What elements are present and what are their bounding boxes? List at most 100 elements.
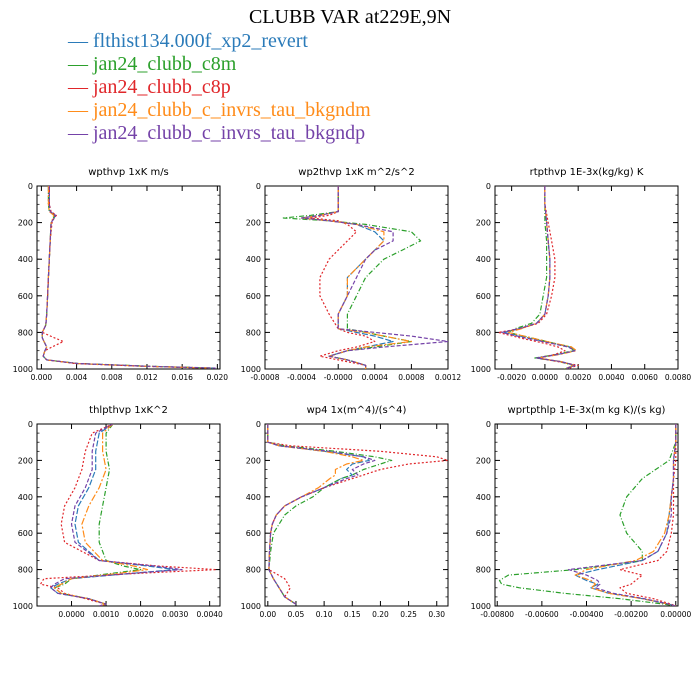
series-line — [498, 424, 677, 606]
series-line — [267, 424, 393, 605]
series-group — [39, 424, 218, 606]
series-line — [310, 186, 376, 369]
x-tick-label: 0.0060 — [632, 373, 658, 382]
x-tick-label: 0.25 — [400, 610, 417, 619]
legend-swatch: — — [68, 99, 93, 121]
legend-label: flthist134.000f_xp2_revert — [93, 30, 308, 52]
series-line — [41, 186, 209, 369]
x-tick-label: -0.00800 — [480, 610, 514, 619]
legend-swatch: — — [68, 53, 93, 75]
series-line — [41, 186, 216, 369]
series-line — [497, 186, 579, 369]
x-tick-label: 0.016 — [171, 373, 193, 382]
series-line — [267, 424, 448, 605]
x-tick-label: 0.10 — [316, 610, 333, 619]
y-tick-label: 400 — [476, 493, 491, 502]
y-tick-label: 800 — [476, 566, 491, 575]
y-tick-label: 200 — [18, 456, 33, 465]
series-line — [41, 186, 214, 369]
y-tick-label: 1000 — [471, 602, 491, 611]
x-tick-label: 0.020 — [207, 373, 229, 382]
subplot: wp2thvp 1xK m^2/s^202004006008001000-0.0… — [241, 167, 462, 382]
x-tick-label: 0.0020 — [565, 373, 591, 382]
series-line — [301, 186, 448, 369]
series-line — [574, 424, 677, 606]
plot-frame — [494, 185, 679, 370]
subplot: rtpthvp 1E-3x(kg/kg) K 0 200 400 600 800 1000-… — [471, 167, 692, 382]
x-tick-label: -0.0020 — [497, 373, 526, 382]
y-tick-label: 800 — [18, 328, 33, 337]
x-tick-label: -0.00400 — [570, 610, 604, 619]
y-tick-label: 1000 — [471, 365, 491, 374]
y-tick-label: 800 — [18, 566, 33, 575]
y-tick-label: 1000 — [13, 365, 33, 374]
x-tick-label: 0.00 — [259, 610, 276, 619]
y-tick-label: 600 — [246, 292, 261, 301]
x-tick-label: 0.30 — [428, 610, 445, 619]
y-tick-label: 800 — [246, 328, 261, 337]
legend-item: — jan24_clubb_c8m — [68, 53, 371, 76]
x-tick-label: 0.0000 — [532, 373, 558, 382]
x-tick-label: -0.00600 — [525, 610, 559, 619]
y-tick-label: 200 — [18, 219, 33, 228]
x-tick-label: 0.000 — [31, 373, 53, 382]
subplot-title: wp2thvp 1xK m^2/s^2 — [298, 167, 414, 178]
x-tick-label: -0.0004 — [287, 373, 316, 382]
x-tick-label: 0.0008 — [398, 373, 424, 382]
y-tick-label: 400 — [476, 255, 491, 264]
x-tick-label: 0.0004 — [362, 373, 388, 382]
y-tick-label: 600 — [476, 529, 491, 538]
x-tick-label: 0.012 — [136, 373, 158, 382]
y-tick-label: 600 — [18, 292, 33, 301]
legend-label: jan24_clubb_c_invrs_tau_bkgndm — [93, 99, 371, 121]
y-tick-label: 200 — [246, 219, 261, 228]
legend: — flthist134.000f_xp2_revert — jan24_clu… — [68, 30, 371, 145]
y-tick-label: 400 — [18, 493, 33, 502]
series-group — [41, 186, 216, 369]
series-line — [501, 186, 576, 369]
series-line — [267, 424, 365, 605]
y-tick-label: 1000 — [241, 365, 261, 374]
x-tick-label: 0.0010 — [93, 610, 119, 619]
x-tick-label: -0.0008 — [251, 373, 280, 382]
subplot-title: wprtpthlp 1-E-3x(m kg K)/(s kg) — [508, 405, 666, 416]
x-tick-label: 0.008 — [101, 373, 123, 382]
series-line — [267, 424, 376, 605]
series-line — [574, 424, 677, 606]
series-line — [53, 424, 149, 606]
x-tick-label: 0.0080 — [665, 373, 691, 382]
series-line — [619, 424, 677, 606]
x-tick-label: -0.00200 — [614, 610, 648, 619]
x-tick-label: 0.15 — [344, 610, 361, 619]
subplot-title: wp4 1x(m^4)/(s^4) — [307, 405, 407, 416]
legend-item: — jan24_clubb_c_invrs_tau_bkgndp — [68, 122, 371, 145]
series-line — [301, 186, 394, 369]
series-group — [497, 186, 579, 369]
y-tick-label: 600 — [246, 529, 261, 538]
y-tick-label: 800 — [476, 328, 491, 337]
y-tick-label: 400 — [246, 255, 261, 264]
x-tick-label: 0.0000 — [58, 610, 84, 619]
x-tick-label: 0.05 — [288, 610, 305, 619]
y-tick-label: 1000 — [13, 602, 33, 611]
figure-title: CLUBB VAR at229E,9N — [248, 6, 452, 28]
y-tick-label: 600 — [476, 292, 491, 301]
series-line — [50, 424, 183, 606]
legend-item: — jan24_clubb_c_invrs_tau_bkgndm — [68, 99, 371, 122]
x-tick-label: 0.0040 — [197, 610, 223, 619]
x-tick-label: 0.0020 — [127, 610, 153, 619]
x-tick-label: 0.0030 — [162, 610, 188, 619]
subplot-title: thlpthvp 1xK^2 — [89, 405, 168, 416]
x-tick-label: 0.0040 — [598, 373, 624, 382]
legend-label: jan24_clubb_c8p — [93, 76, 231, 98]
subplot: wprtpthlp 1-E-3x(m kg K)/(s kg) 0 200 400 60… — [471, 405, 692, 619]
x-tick-label: 0.0012 — [435, 373, 461, 382]
subplot-title: wpthvp 1xK m/s — [88, 167, 169, 178]
x-tick-label: 0.20 — [372, 610, 389, 619]
x-tick-label: 0.00000 — [660, 610, 691, 619]
y-tick-label: 0 — [256, 182, 261, 191]
series-line — [282, 186, 422, 369]
